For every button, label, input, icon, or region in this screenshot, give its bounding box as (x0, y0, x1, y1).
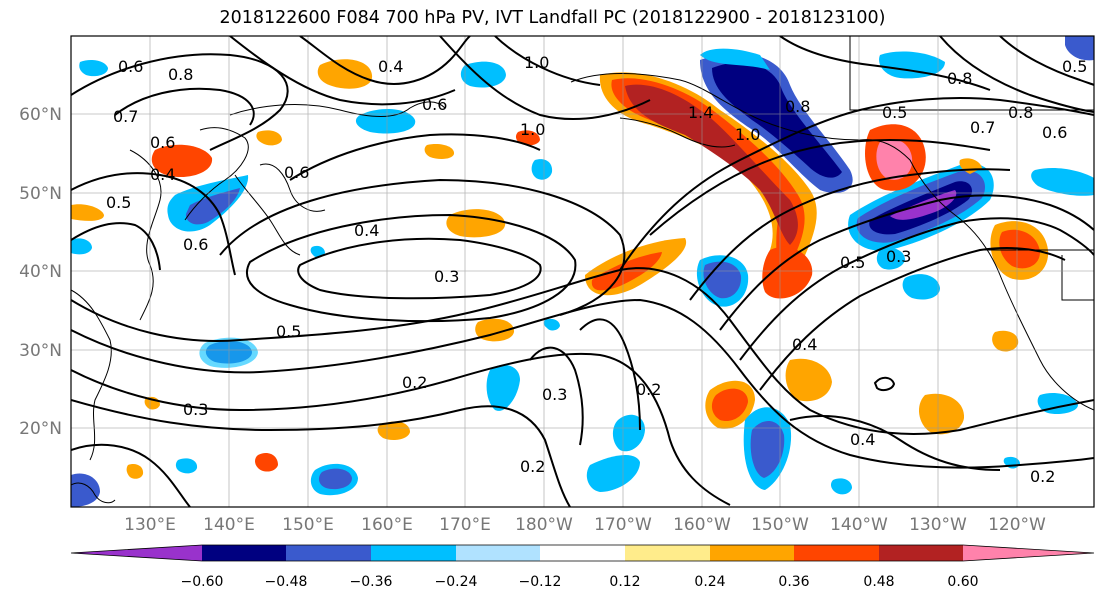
contour-label: 0.3 (542, 385, 567, 404)
colorbar-segment (202, 545, 286, 561)
colorbar-segment (625, 545, 710, 561)
lon-label: 170°W (594, 515, 652, 535)
contour-label: 0.6 (183, 235, 208, 254)
colorbar-tick-label: −0.60 (181, 574, 224, 590)
contour-label: 1.4 (688, 103, 713, 122)
contour-label: 0.4 (792, 335, 817, 354)
contour-label: 0.6 (284, 163, 309, 182)
contour-label: 0.3 (886, 247, 911, 266)
lat-label: 50°N (19, 184, 62, 204)
ivt-contours (71, 36, 1094, 507)
colorbar-tick-label: 0.24 (694, 574, 725, 590)
contour-label: 0.5 (276, 322, 301, 341)
colorbar-segments (70, 544, 1095, 562)
contour-label: 0.4 (150, 165, 175, 184)
contour-label: 0.6 (118, 57, 143, 76)
colorbar-segment (71, 545, 202, 561)
contour-label: 0.8 (785, 97, 810, 116)
colorbar-tick-label: 0.60 (947, 574, 978, 590)
colorbar-segment (963, 545, 1094, 561)
contour-label: 0.7 (113, 107, 138, 126)
colorbar-segment (371, 545, 456, 561)
contour-label: 0.5 (106, 193, 131, 212)
contour-label: 0.2 (1030, 467, 1055, 486)
coastlines (71, 36, 1094, 504)
colorbar-segment (879, 545, 963, 561)
colorbar-segment (710, 545, 794, 561)
contour-label: 0.2 (636, 380, 661, 399)
colorbar-segment (540, 545, 625, 561)
colorbar-tick-label: −0.48 (265, 574, 308, 590)
colorbar-outline (70, 544, 1095, 562)
colorbar-tick-label: 0.36 (778, 574, 809, 590)
lon-label: 150°E (282, 515, 334, 535)
lat-label: 40°N (19, 262, 62, 282)
lon-label: 180°W (515, 515, 573, 535)
contour-labels: 0.6 0.8 0.7 0.4 1.0 0.6 1.4 1.0 0.8 0.7 … (106, 53, 1087, 486)
lon-label: 120°W (988, 515, 1046, 535)
contour-label: 0.5 (840, 253, 865, 272)
lon-label: 170°E (439, 515, 491, 535)
contour-label: 0.8 (168, 65, 193, 84)
map-title: 2018122600 F084 700 hPa PV, IVT Landfall… (219, 8, 886, 28)
contour-label: 0.3 (434, 267, 459, 286)
colorbar-tick-label: −0.36 (350, 574, 393, 590)
contour-label: 1.0 (520, 120, 545, 139)
latitude-labels: 60°N 50°N 40°N 30°N 20°N (19, 105, 62, 439)
contour-label: 0.2 (402, 373, 427, 392)
contour-label: 0.4 (850, 430, 875, 449)
contour-label: 1.0 (735, 125, 760, 144)
contour-label: 0.6 (150, 133, 175, 152)
contour-label: 1.0 (524, 53, 549, 72)
lon-label: 160°W (673, 515, 731, 535)
colorbar-tick-label: −0.12 (519, 574, 562, 590)
colorbar: −0.60 −0.48 −0.36 −0.24 −0.12 0.12 0.24 … (70, 544, 1095, 590)
lon-label: 140°W (830, 515, 888, 535)
contour-label: 0.4 (378, 57, 403, 76)
colorbar-tick-label: 0.12 (609, 574, 640, 590)
lat-label: 60°N (19, 105, 62, 125)
colorbar-tick-label: −0.24 (435, 574, 478, 590)
contour-label: 0.6 (1042, 123, 1067, 142)
contour-label: 0.8 (1008, 103, 1033, 122)
contour-label: 0.4 (354, 221, 379, 240)
map-panel: 0.6 0.8 0.7 0.4 1.0 0.6 1.4 1.0 0.8 0.7 … (71, 36, 1094, 507)
contour-label: 0.5 (882, 103, 907, 122)
lon-label: 130°W (909, 515, 967, 535)
colorbar-segment (286, 545, 371, 561)
map-frame (70, 35, 1095, 508)
lat-label: 30°N (19, 341, 62, 361)
contour-label: 0.2 (520, 457, 545, 476)
contour-label: 0.7 (970, 118, 995, 137)
lon-label: 130°E (124, 515, 176, 535)
longitude-labels: 130°E 140°E 150°E 160°E 170°E 180°W 170°… (124, 515, 1046, 535)
contour-label: 0.8 (947, 69, 972, 88)
lon-label: 140°E (203, 515, 255, 535)
colorbar-tick-label: 0.48 (863, 574, 894, 590)
lon-label: 150°W (751, 515, 809, 535)
colorbar-segment (794, 545, 879, 561)
contour-label: 0.6 (422, 95, 447, 114)
colorbar-segment (456, 545, 540, 561)
colorbar-tick-labels: −0.60 −0.48 −0.36 −0.24 −0.12 0.12 0.24 … (181, 574, 979, 590)
lon-label: 160°E (361, 515, 413, 535)
contour-label: 0.5 (1062, 57, 1087, 76)
contour-label: 0.3 (183, 400, 208, 419)
lat-label: 20°N (19, 419, 62, 439)
